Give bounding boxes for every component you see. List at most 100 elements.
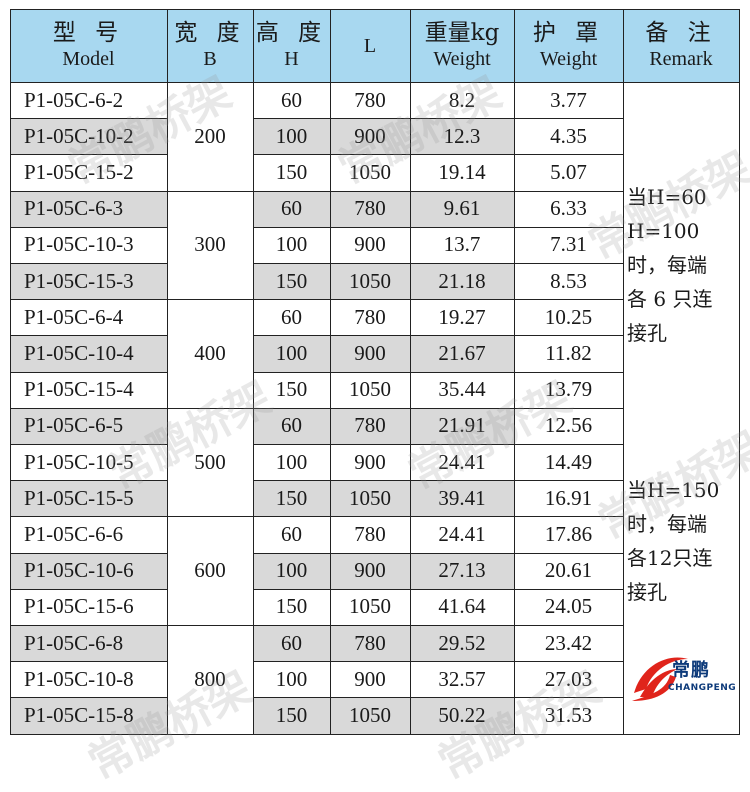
row-band (10, 335, 167, 372)
grid-line (253, 190, 623, 192)
length-cell: 780 (354, 304, 386, 329)
row-band (253, 697, 330, 734)
grid-line (167, 299, 253, 301)
row-band (410, 190, 514, 227)
width-cell: 200 (194, 123, 226, 148)
row-band (10, 625, 167, 662)
height-cell: 60 (281, 521, 302, 546)
grid-line (10, 82, 740, 83)
weight-cell: 19.27 (438, 304, 486, 329)
model-cell: P1-05C-10-8 (24, 666, 134, 691)
row-band (330, 118, 410, 155)
grid-line (253, 516, 623, 518)
width-cell: 300 (194, 232, 226, 257)
model-cell: P1-05C-15-3 (24, 268, 134, 293)
model-cell: P1-05C-15-5 (24, 485, 134, 510)
height-cell: 150 (275, 159, 308, 184)
weight-cell: 27.13 (438, 558, 486, 583)
grid-line (253, 226, 623, 228)
row-band (253, 335, 330, 372)
remark-group-1: 当H=60 H=100 时，每端 各 6 只连 接孔 (627, 180, 739, 350)
cover-cell: 16.91 (544, 485, 593, 510)
cover-cell: 11.82 (545, 340, 592, 365)
row-band (253, 625, 330, 662)
model-cell: P1-05C-15-4 (24, 377, 134, 402)
cover-cell: 14.49 (544, 449, 593, 474)
width-cell: 600 (194, 558, 226, 583)
model-cell: P1-05C-15-6 (24, 594, 134, 619)
weight-cell: 21.67 (438, 340, 486, 365)
length-cell: 900 (354, 232, 386, 257)
cover-cell: 6.33 (550, 196, 587, 221)
grid-line (253, 697, 623, 699)
length-cell: 900 (354, 340, 386, 365)
row-band (330, 190, 410, 227)
remark-line: H=100 (627, 219, 700, 243)
height-cell: 150 (275, 594, 308, 619)
cover-cell: 8.53 (550, 268, 587, 293)
row-band (410, 118, 514, 155)
grid-line (10, 118, 167, 120)
length-cell: 1050 (349, 268, 391, 293)
cover-cell: 31.53 (544, 702, 593, 727)
grid-line (253, 407, 623, 409)
grid-line (10, 480, 167, 482)
grid-line (10, 299, 167, 301)
length-cell: 780 (354, 521, 386, 546)
height-cell: 150 (275, 485, 308, 510)
height-cell: 150 (275, 702, 308, 727)
logo-cn-text: 常鹏 (672, 660, 710, 681)
model-cell: P1-05C-10-6 (24, 558, 134, 583)
height-cell: 150 (275, 268, 308, 293)
weight-cell: 24.41 (438, 449, 486, 474)
height-cell: 150 (275, 377, 308, 402)
grid-line (10, 335, 167, 337)
height-cell: 100 (275, 666, 308, 691)
model-cell: P1-05C-10-5 (24, 449, 134, 474)
weight-cell: 35.44 (438, 377, 486, 402)
grid-line (10, 9, 740, 10)
cover-cell: 20.61 (544, 558, 593, 583)
length-cell: 900 (354, 449, 386, 474)
height-cell: 60 (281, 87, 302, 112)
grid-line (10, 588, 167, 590)
height-cell: 100 (275, 449, 308, 474)
length-cell: 1050 (349, 485, 391, 510)
cover-cell: 10.25 (544, 304, 593, 329)
grid-line (10, 697, 167, 699)
grid-line (253, 588, 623, 590)
grid-line (253, 552, 623, 554)
grid-line (10, 552, 167, 554)
weight-cell: 12.3 (443, 123, 481, 148)
weight-cell: 13.7 (443, 232, 481, 257)
row-band (253, 480, 330, 517)
grid-line (167, 625, 253, 626)
row-band (253, 190, 330, 227)
weight-cell: 21.18 (438, 268, 486, 293)
row-band (330, 263, 410, 300)
width-cell: 800 (194, 666, 226, 691)
remark-line: 当H=60 (627, 185, 707, 209)
remark-line: 时，每端 (627, 512, 707, 536)
length-cell: 1050 (349, 594, 391, 619)
cover-cell: 17.86 (544, 521, 593, 546)
grid-line (739, 9, 740, 734)
length-cell: 780 (354, 87, 386, 112)
row-band (410, 480, 514, 517)
grid-line (10, 9, 11, 734)
model-cell: P1-05C-6-4 (24, 304, 124, 329)
model-cell: P1-05C-6-3 (24, 196, 124, 221)
row-band (330, 625, 410, 662)
model-cell: P1-05C-15-8 (24, 702, 134, 727)
remark-group-2: 当H=150 时，每端 各12只连 接孔 (627, 473, 739, 609)
row-band (410, 625, 514, 662)
length-cell: 1050 (349, 702, 391, 727)
header-weight: 重量kg Weight (424, 19, 500, 70)
model-cell: P1-05C-6-6 (24, 521, 124, 546)
model-cell: P1-05C-10-2 (24, 123, 134, 148)
remark-line: 接孔 (627, 580, 667, 604)
grid-line (10, 625, 167, 626)
grid-line (253, 299, 623, 301)
row-band (10, 480, 167, 517)
